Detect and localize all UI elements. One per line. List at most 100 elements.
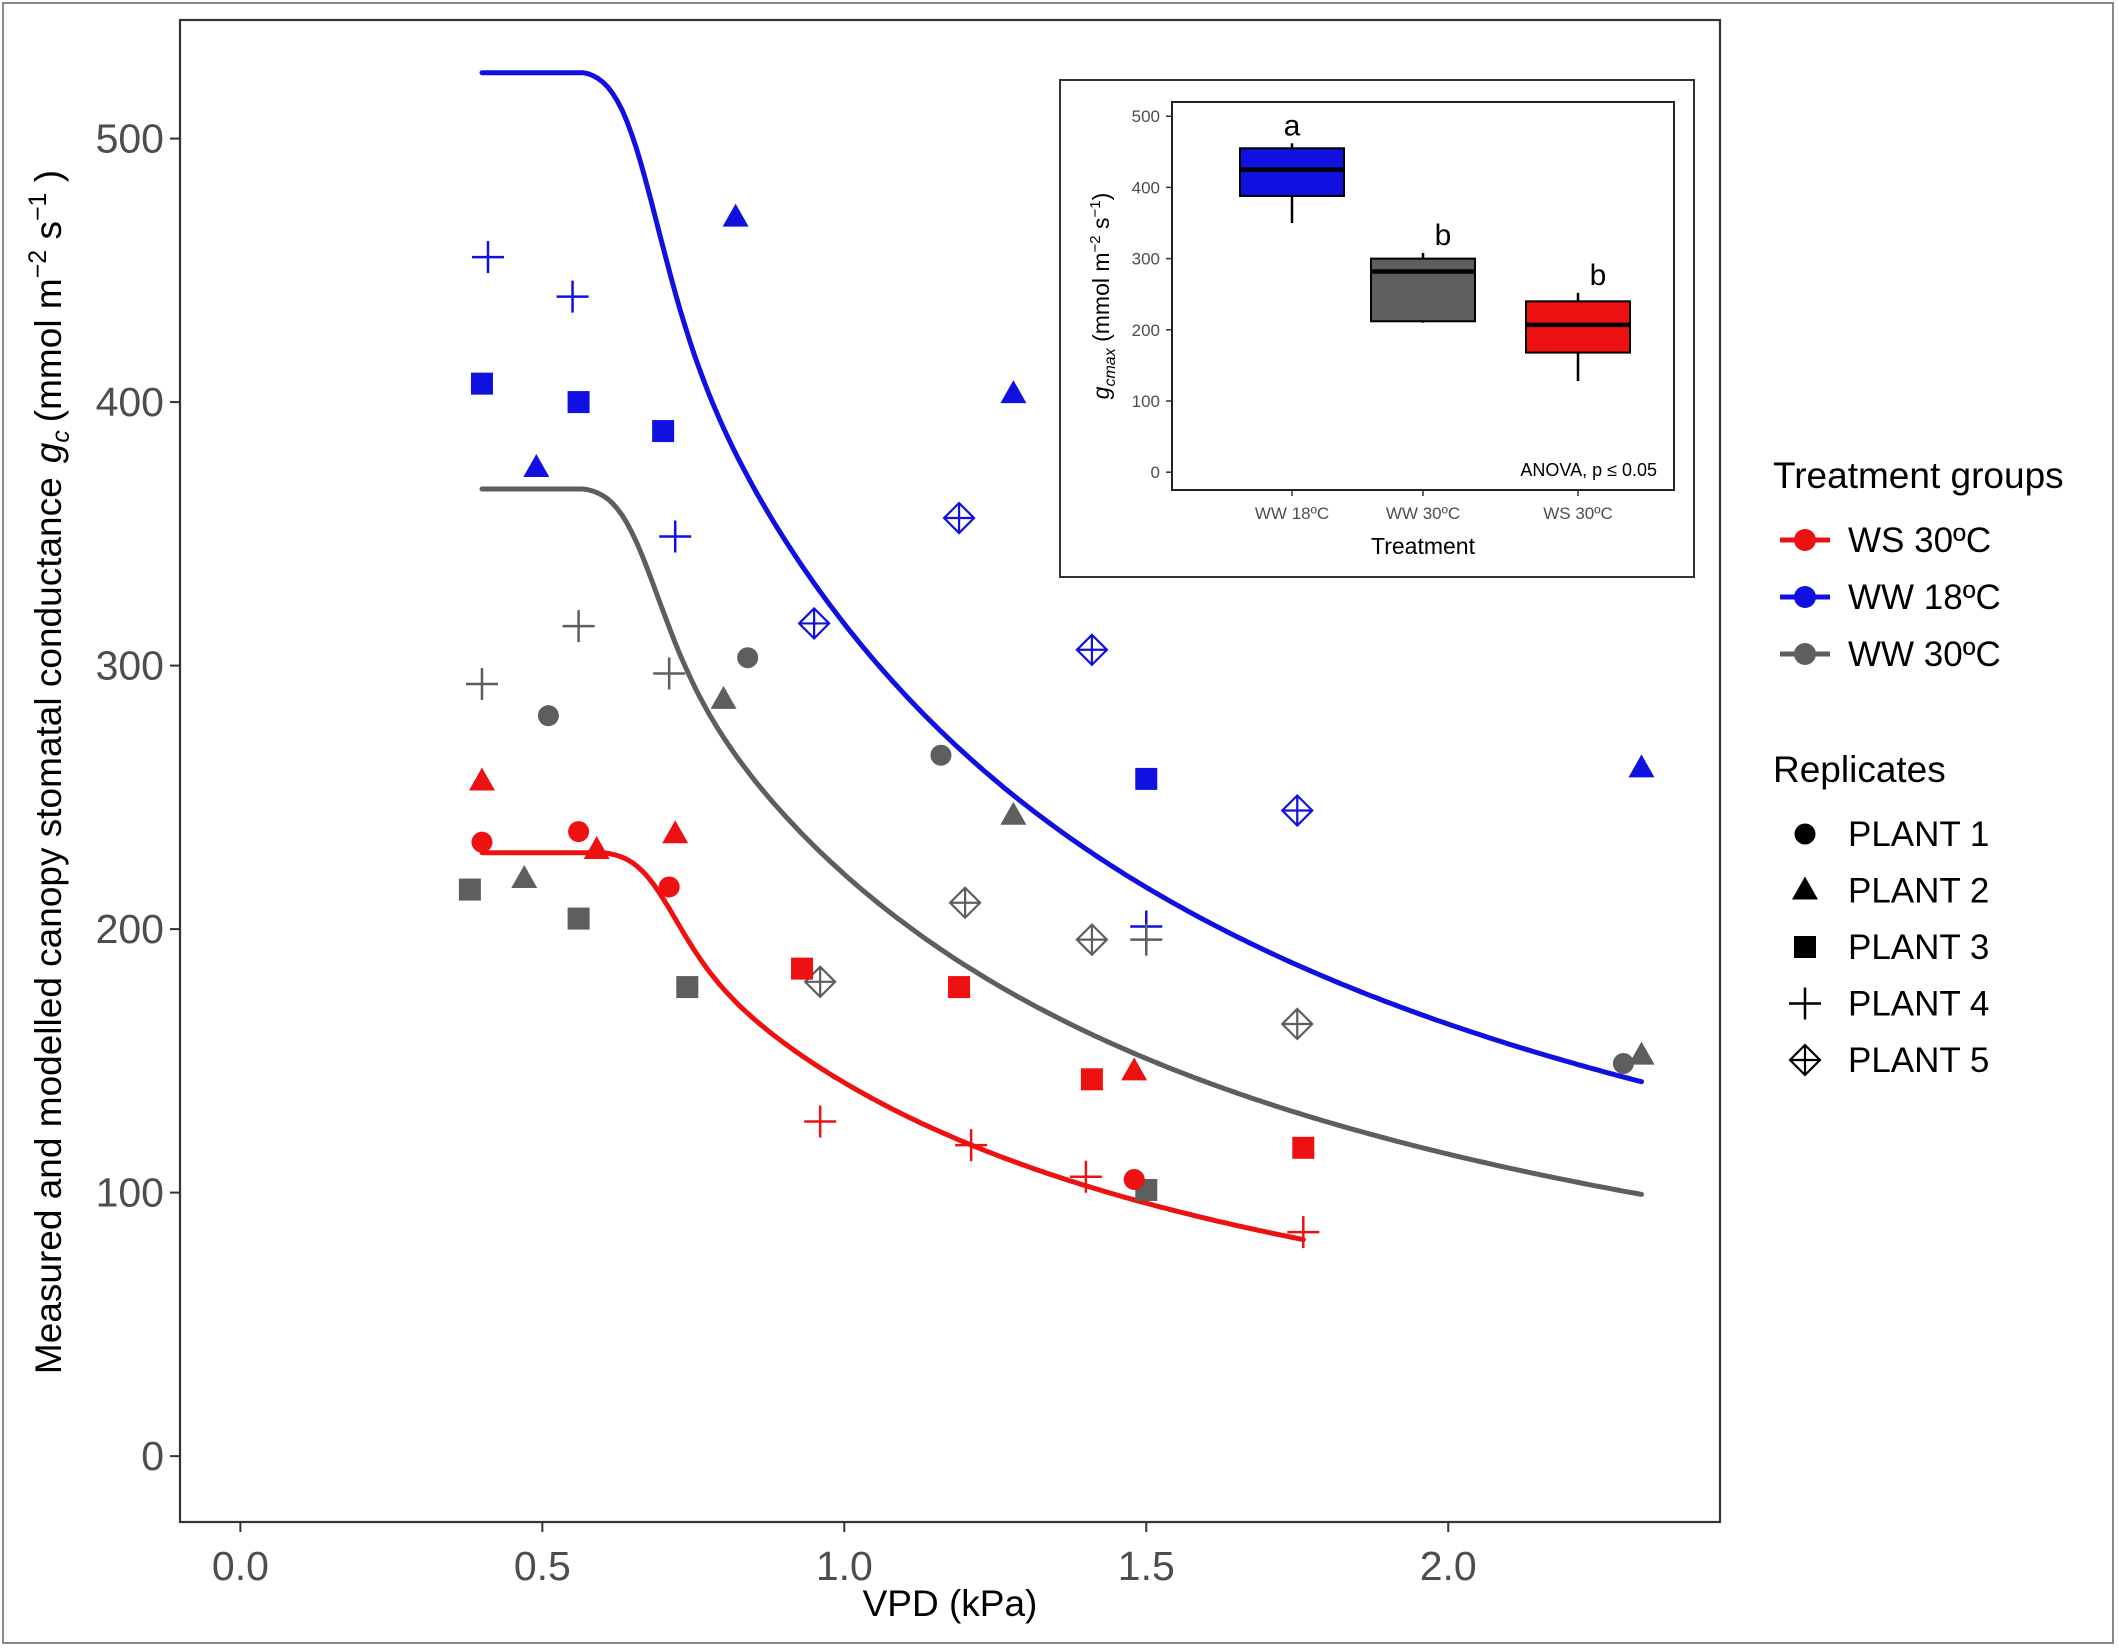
inset-x-tick-label: WW 18ºC [1255, 504, 1329, 523]
data-point [471, 831, 493, 853]
inset-box-body [1239, 147, 1345, 197]
x-tick-label: 0.5 [514, 1543, 571, 1589]
data-point [511, 865, 538, 889]
treatment-legend-label: WW 18ºC [1848, 578, 2001, 617]
data-point [722, 203, 749, 227]
y-tick-label: 300 [96, 643, 164, 689]
x-tick-label: 2.0 [1420, 1543, 1477, 1589]
data-point [1628, 1041, 1655, 1065]
inset-y-tick-label: 100 [1132, 392, 1160, 411]
data-point [562, 610, 595, 643]
y-axis-title: Measured and modelled canopy stomatal co… [24, 170, 75, 1374]
replicate-legend-entry: PLANT 3 [1794, 928, 1989, 967]
data-point [568, 821, 590, 843]
inset-anova-note: ANOVA, p ≤ 0.05 [1520, 460, 1657, 480]
data-point [1130, 923, 1163, 956]
replicate-legend-entry: PLANT 2 [1792, 872, 1989, 911]
inset-x-tick-label: WS 30ºC [1543, 504, 1613, 523]
replicate-legend-label: PLANT 3 [1848, 928, 1989, 967]
inset-y-axis-title-unit-mid: s [1088, 217, 1114, 235]
data-point [1000, 380, 1027, 404]
data-point [1612, 1052, 1634, 1074]
data-point [1280, 1007, 1314, 1041]
model-curve [479, 850, 1306, 1243]
data-point [804, 1105, 837, 1138]
data-point [1075, 633, 1109, 667]
y-axis-title-symbol: g [28, 442, 69, 463]
data-point [791, 957, 814, 980]
data-point [523, 453, 550, 477]
data-point [1287, 1216, 1320, 1249]
treatment-legend-entry: WS 30ºC [1780, 521, 1991, 560]
data-point [1121, 1057, 1148, 1081]
y-axis-title-unit-close: ) [28, 170, 69, 193]
inset-box: a [1239, 109, 1345, 224]
data-point [556, 280, 589, 313]
data-point [472, 241, 504, 274]
x-tick-label: 1.0 [816, 1543, 873, 1589]
inset-y-axis-title-unit-open: (mmol m [1088, 252, 1114, 348]
data-point [1000, 801, 1027, 825]
inset-y-tick-label: 200 [1132, 321, 1160, 340]
replicate-legend-entry: PLANT 1 [1794, 815, 1989, 854]
data-point [653, 657, 686, 690]
treatment-legend-entry: WW 30ºC [1780, 635, 2001, 674]
inset-x-tick-label: WW 30ºC [1386, 504, 1460, 523]
y-axis-title-symbol-sub: c [47, 430, 75, 443]
inset-box: b [1370, 219, 1476, 323]
y-tick-label: 0 [141, 1433, 164, 1479]
data-point [1628, 754, 1655, 778]
replicate-legend-label: PLANT 5 [1848, 1041, 1989, 1080]
model-curve [479, 486, 1644, 1197]
data-point [1069, 1160, 1102, 1193]
treatment-legend-entry: WW 18ºC [1780, 578, 2001, 617]
legend-shape-key [1788, 1043, 1822, 1077]
inset-y-tick-label: 500 [1132, 107, 1160, 126]
treatment-legend-label: WS 30ºC [1848, 521, 1991, 560]
data-point [468, 767, 495, 791]
inset-significance-letter: b [1435, 219, 1452, 252]
inset-y-ticks: 0 100 200 300 400 500 [1132, 107, 1172, 482]
main-curves [479, 70, 1644, 1243]
data-point [583, 836, 610, 860]
y-axis-title-unit-exp1: −2 [24, 250, 52, 279]
data-point [465, 668, 498, 701]
y-tick-label: 400 [96, 379, 164, 425]
replicate-legend-title: Replicates [1773, 749, 1946, 790]
data-point [1075, 923, 1109, 957]
data-point [458, 878, 481, 901]
inset-y-tick-label: 400 [1132, 178, 1160, 197]
data-point [737, 647, 759, 669]
data-point [948, 886, 982, 920]
legend-shape-key [1794, 936, 1816, 958]
data-point [658, 876, 680, 898]
replicate-legend-entry: PLANT 4 [1789, 985, 1989, 1024]
data-point [942, 501, 976, 535]
data-point [662, 820, 689, 844]
inset-x-ticks: WW 18ºC WW 30ºC WS 30ºC [1255, 490, 1613, 523]
x-tick-label: 0.0 [212, 1543, 269, 1589]
legend-dot-key [1794, 586, 1816, 608]
main-points [458, 203, 1655, 1249]
data-point [567, 907, 590, 930]
data-point [567, 391, 590, 414]
data-point [1280, 793, 1314, 828]
inset-y-axis-title-unit-close: ) [1088, 193, 1114, 201]
data-point [676, 976, 699, 999]
legend-shape-key [1792, 876, 1818, 900]
data-point [1135, 767, 1158, 790]
replicate-legend: PLANT 1 PLANT 2 PLANT 3 PLANT 4 PLANT 5 [1788, 815, 1989, 1080]
model-curve [479, 70, 1644, 1085]
y-tick-label: 200 [96, 906, 164, 952]
inset-boxes: a b b [1239, 109, 1631, 382]
inset-y-axis-title: gcmax (mmol m−2 s−1) [1087, 193, 1119, 400]
x-axis-title: VPD (kPa) [863, 1583, 1038, 1624]
inset-y-axis-title-unit-exp1: −2 [1087, 235, 1104, 252]
inset-significance-letter: a [1284, 109, 1301, 142]
inset-box: b [1525, 259, 1631, 382]
inset-y-axis-title-symbol: g [1088, 386, 1114, 399]
y-tick-label: 100 [96, 1170, 164, 1216]
data-point [652, 420, 675, 443]
